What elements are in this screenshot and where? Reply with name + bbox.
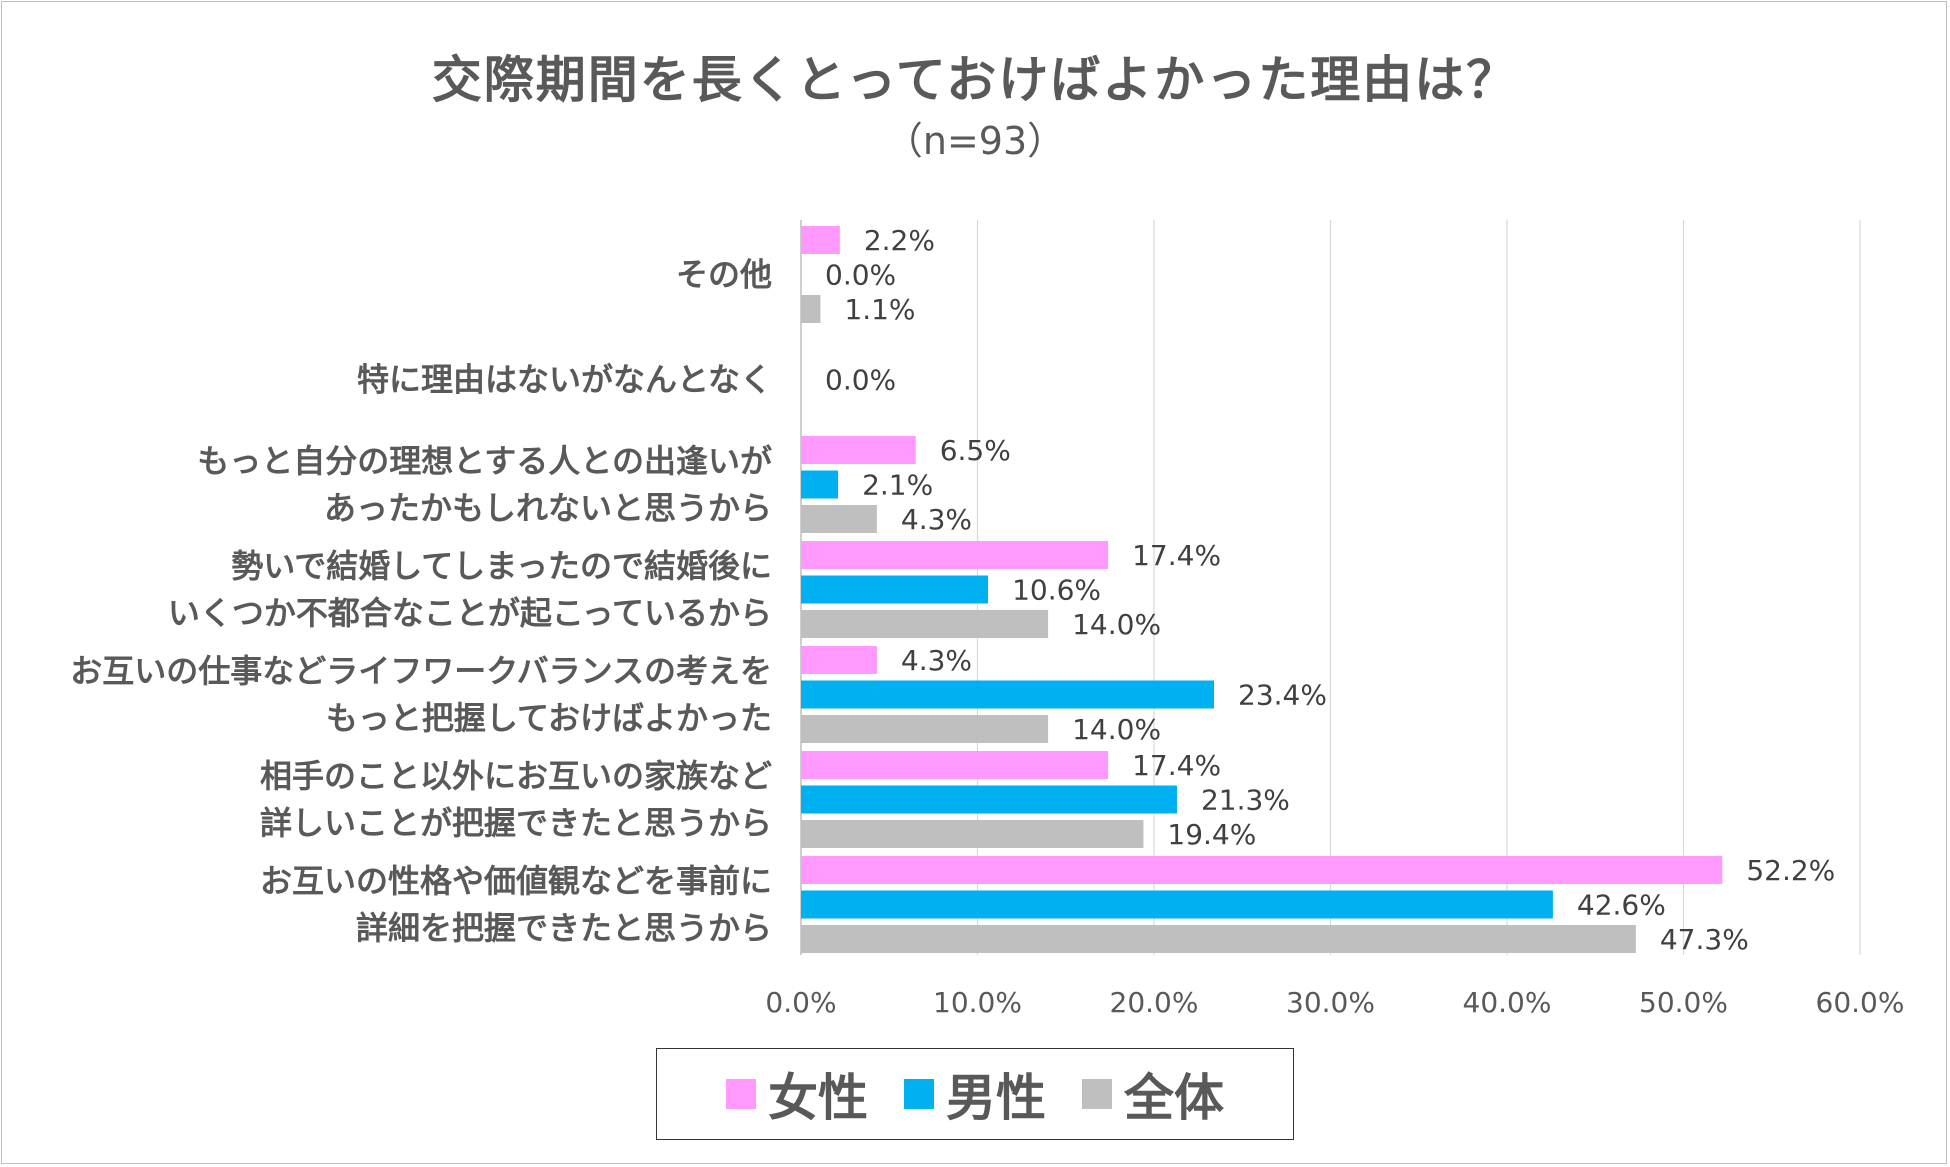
legend-swatch-total [1082, 1079, 1112, 1109]
x-tick-label-20: 20.0% [1110, 986, 1199, 1019]
legend-label-total: 全体 [1124, 1069, 1224, 1127]
category-label-6-1: 詳細を把握できたと思うから [356, 909, 772, 947]
chart-subtitle: （n=93） [884, 119, 1066, 163]
value-label-male-4: 23.4% [1238, 679, 1327, 712]
x-tick-label-10: 10.0% [933, 986, 1022, 1019]
value-label-total-2: 4.3% [901, 503, 972, 536]
category-label-4-0: お互いの仕事などライフワークバランスの考えを [70, 652, 772, 690]
legend-item-female: 女性 [726, 1058, 868, 1130]
legend: 女性 男性 全体 [656, 1048, 1294, 1140]
bar-male-2 [801, 470, 839, 499]
value-label-female-0: 2.2% [864, 224, 935, 257]
bar-male-4 [801, 680, 1215, 709]
value-label-total-5: 19.4% [1167, 818, 1256, 851]
value-label-female-4: 4.3% [901, 644, 972, 677]
bar-total-5 [801, 820, 1144, 848]
value-label-total-6: 47.3% [1660, 923, 1749, 956]
category-label-3-0: 勢いで結婚してしまったので結婚後に [231, 547, 772, 585]
category-label-1-0: 特に理由はないがなんとなく [357, 361, 772, 399]
x-tick-label-50: 50.0% [1639, 986, 1728, 1019]
value-label-male-6: 42.6% [1577, 889, 1666, 922]
category-label-4-1: もっと把握しておけばよかった [326, 699, 772, 737]
bar-total-2 [801, 505, 877, 533]
value-label-female-3: 17.4% [1132, 539, 1221, 572]
value-label-female-2: 6.5% [940, 434, 1011, 467]
bar-male-5 [801, 785, 1177, 814]
value-label-male-5: 21.3% [1201, 784, 1290, 817]
x-tick-label-0: 0.0% [765, 986, 836, 1019]
x-tick-label-40: 40.0% [1463, 986, 1552, 1019]
category-label-3-1: いくつか不都合なことが起こっているから [168, 594, 772, 632]
bar-male-3 [801, 575, 989, 604]
value-label-total-0: 1.1% [844, 293, 915, 326]
category-label-2-1: あったかもしれないと思うから [324, 489, 772, 527]
legend-label-male: 男性 [946, 1069, 1046, 1127]
bar-female-3 [801, 541, 1109, 569]
value-label-male-1: 0.0% [825, 364, 896, 397]
bar-total-0 [801, 295, 821, 323]
category-label-0-0: その他 [676, 256, 772, 294]
value-label-female-5: 17.4% [1132, 749, 1221, 782]
bar-female-5 [801, 751, 1109, 779]
category-label-5-1: 詳しいことが把握できたと思うから [260, 804, 772, 842]
value-label-male-0: 0.0% [825, 259, 896, 292]
legend-item-total: 全体 [1082, 1058, 1224, 1130]
value-label-female-6: 52.2% [1746, 854, 1835, 887]
bar-total-3 [801, 610, 1049, 638]
category-label-2-0: もっと自分の理想とする人との出逢いが [197, 442, 772, 480]
category-label-6-0: お互いの性格や価値観などを事前に [260, 862, 772, 900]
chart-title: 交際期間を長くとっておけばよかった理由は？ [431, 51, 1519, 109]
category-label-5-0: 相手のこと以外にお互いの家族など [260, 757, 772, 795]
bar-female-6 [801, 856, 1723, 884]
value-label-total-3: 14.0% [1072, 608, 1161, 641]
bar-female-0 [801, 226, 840, 254]
bar-female-4 [801, 646, 877, 674]
value-label-total-4: 14.0% [1072, 713, 1161, 746]
bar-total-4 [801, 715, 1049, 743]
legend-label-female: 女性 [768, 1069, 868, 1127]
legend-swatch-female [726, 1079, 756, 1109]
bar-male-6 [801, 890, 1553, 919]
legend-swatch-male [904, 1079, 934, 1109]
bar-total-6 [801, 925, 1636, 953]
x-tick-label-30: 30.0% [1286, 986, 1375, 1019]
bar-female-2 [801, 436, 916, 464]
value-label-male-3: 10.6% [1012, 574, 1101, 607]
value-label-male-2: 2.1% [862, 469, 933, 502]
legend-item-male: 男性 [904, 1058, 1046, 1130]
x-tick-label-60: 60.0% [1816, 986, 1905, 1019]
bar-chart: 0.0% 10.0% 20.0% 30.0% 40.0% 50.0% 60.0% その他 2.2… [70, 220, 1905, 1019]
